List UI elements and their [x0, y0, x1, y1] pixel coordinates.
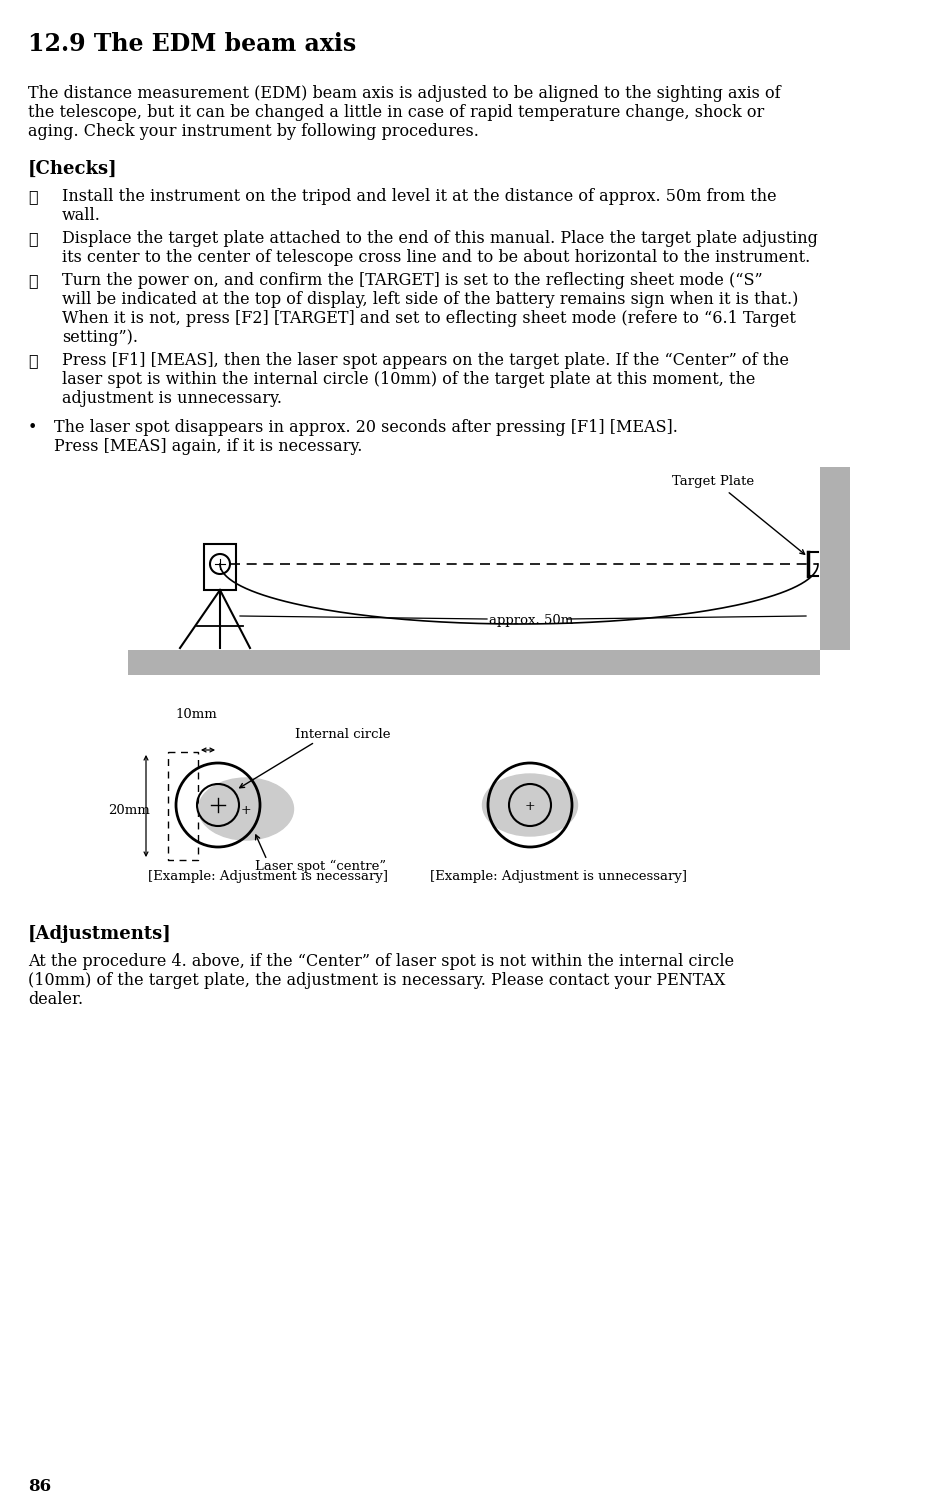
Text: wall.: wall. — [62, 207, 101, 223]
Text: When it is not, press [F2] [TARGET] and set to eflecting sheet mode (refere to “: When it is not, press [F2] [TARGET] and … — [62, 310, 796, 328]
Text: aging. Check your instrument by following procedures.: aging. Check your instrument by followin… — [28, 122, 479, 140]
Text: 20mm: 20mm — [108, 805, 149, 817]
Text: +: + — [241, 805, 251, 817]
Text: Turn the power on, and confirm the [TARGET] is set to the reflecting sheet mode : Turn the power on, and confirm the [TARG… — [62, 272, 763, 288]
Text: Laser spot “centre”: Laser spot “centre” — [255, 861, 386, 873]
Text: will be indicated at the top of display, left side of the battery remains sign w: will be indicated at the top of display,… — [62, 291, 799, 308]
Bar — [128, 649, 820, 675]
Text: 86: 86 — [28, 1478, 51, 1495]
Text: Displace the target plate attached to the end of this manual. Place the target p: Displace the target plate attached to th… — [62, 230, 818, 248]
Bar — [820, 467, 850, 649]
Text: At the procedure 4. above, if the “Center” of laser spot is not within the inter: At the procedure 4. above, if the “Cente… — [28, 953, 734, 969]
Text: approx. 50m: approx. 50m — [489, 615, 573, 627]
Ellipse shape — [199, 778, 294, 840]
Text: 10mm: 10mm — [175, 708, 217, 720]
Text: adjustment is unnecessary.: adjustment is unnecessary. — [62, 390, 282, 408]
Text: ③: ③ — [28, 272, 38, 288]
Text: •: • — [28, 418, 37, 436]
Text: ①: ① — [28, 189, 38, 205]
Text: +: + — [525, 800, 535, 814]
Text: Internal circle: Internal circle — [295, 728, 391, 741]
Text: 12.9 The EDM beam axis: 12.9 The EDM beam axis — [28, 32, 357, 56]
Text: ②: ② — [28, 230, 38, 248]
Ellipse shape — [482, 775, 577, 837]
Text: [Adjustments]: [Adjustments] — [28, 926, 172, 944]
Text: [Example: Adjustment is unnecessary]: [Example: Adjustment is unnecessary] — [430, 870, 687, 883]
Text: laser spot is within the internal circle (10mm) of the target plate at this mome: laser spot is within the internal circle… — [62, 371, 755, 388]
Text: ④: ④ — [28, 352, 38, 368]
Text: dealer.: dealer. — [28, 991, 83, 1009]
Text: [Checks]: [Checks] — [28, 160, 118, 178]
Bar — [204, 544, 236, 590]
Text: Target Plate: Target Plate — [672, 476, 754, 488]
Text: setting”).: setting”). — [62, 329, 138, 346]
Text: Install the instrument on the tripod and level it at the distance of approx. 50m: Install the instrument on the tripod and… — [62, 189, 777, 205]
Text: its center to the center of telescope cross line and to be about horizontal to t: its center to the center of telescope cr… — [62, 249, 810, 266]
Text: (10mm) of the target plate, the adjustment is necessary. Please contact your PEN: (10mm) of the target plate, the adjustme… — [28, 972, 726, 989]
Text: Press [F1] [MEAS], then the laser spot appears on the target plate. If the “Cent: Press [F1] [MEAS], then the laser spot a… — [62, 352, 789, 368]
Text: the telescope, but it can be changed a little in case of rapid temperature chang: the telescope, but it can be changed a l… — [28, 104, 765, 121]
Text: Press [MEAS] again, if it is necessary.: Press [MEAS] again, if it is necessary. — [54, 438, 362, 455]
Text: [Example: Adjustment is necessary]: [Example: Adjustment is necessary] — [148, 870, 388, 883]
Text: The distance measurement (EDM) beam axis is adjusted to be aligned to the sighti: The distance measurement (EDM) beam axis… — [28, 85, 781, 103]
Text: The laser spot disappears in approx. 20 seconds after pressing [F1] [MEAS].: The laser spot disappears in approx. 20 … — [54, 418, 678, 436]
